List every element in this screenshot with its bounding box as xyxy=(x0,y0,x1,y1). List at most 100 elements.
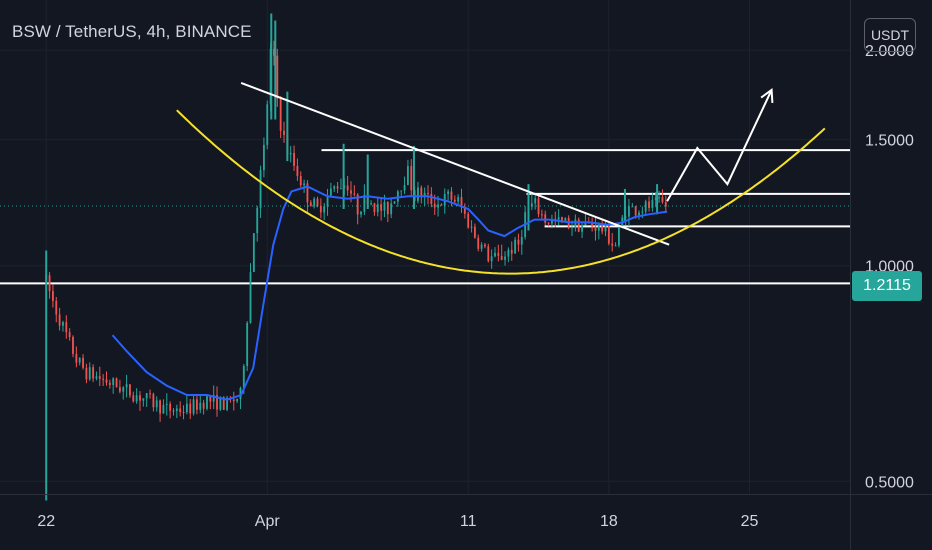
candle-body xyxy=(406,166,409,186)
moving-average xyxy=(111,185,668,401)
candle-body xyxy=(78,357,81,363)
candle-body xyxy=(557,217,560,220)
candle-body xyxy=(571,227,573,229)
chart-title: BSW / TetherUS, 4h, BINANCE xyxy=(12,22,252,41)
candle-body xyxy=(477,237,480,249)
candle-body xyxy=(319,205,322,213)
candle-body xyxy=(316,198,319,206)
candle-body xyxy=(383,201,386,211)
candle-body xyxy=(520,236,523,245)
cup-curve xyxy=(176,109,826,275)
candle-body xyxy=(440,204,443,206)
candle-body xyxy=(296,165,299,176)
candle-body xyxy=(169,403,172,411)
x-tick-label: 22 xyxy=(37,513,55,530)
candle-body xyxy=(370,203,373,205)
candle-body xyxy=(363,194,366,212)
descending-trendline xyxy=(240,81,670,246)
candle-body xyxy=(306,183,309,203)
candle-body xyxy=(283,130,285,135)
candle-body xyxy=(232,399,235,402)
candle-body xyxy=(631,206,634,208)
currency-unit-button[interactable]: USDT xyxy=(864,18,916,52)
candle-body xyxy=(152,394,155,408)
candle-body xyxy=(356,194,359,215)
candle-body xyxy=(591,223,594,227)
candle-body xyxy=(299,175,302,186)
candle-body xyxy=(510,249,513,254)
candle-body xyxy=(574,219,577,228)
candle-body xyxy=(192,399,195,414)
candle-body xyxy=(249,272,252,323)
candle-body xyxy=(611,243,614,246)
candle-body xyxy=(92,367,95,379)
candle-body xyxy=(634,206,637,216)
candle-body xyxy=(346,185,349,191)
candle-body xyxy=(172,410,175,412)
candle-body xyxy=(226,397,228,410)
candle-body xyxy=(617,227,620,246)
candle-body xyxy=(75,353,78,363)
candle-body xyxy=(644,201,647,212)
candle-body xyxy=(82,357,84,368)
candle-body xyxy=(350,190,352,194)
candle-body xyxy=(470,226,473,228)
candle-body xyxy=(540,214,543,216)
candle-body xyxy=(129,384,131,396)
candle-body xyxy=(199,402,202,410)
candle-body xyxy=(202,402,205,409)
x-tick-label: 11 xyxy=(460,513,477,530)
candle-body xyxy=(490,256,493,262)
moving-average-line xyxy=(111,185,668,401)
candle-body xyxy=(98,376,101,379)
candle-body xyxy=(607,224,610,244)
candle-body xyxy=(654,197,657,200)
candle-body xyxy=(95,376,98,379)
candle-body xyxy=(165,403,168,405)
x-tick-label: 18 xyxy=(600,513,618,530)
candle-body xyxy=(293,152,295,166)
candle-body xyxy=(433,203,436,208)
candle-body xyxy=(380,204,383,211)
candle-body xyxy=(547,222,550,224)
candle-body xyxy=(581,225,583,232)
candle-body xyxy=(115,378,118,388)
x-tick-label: 25 xyxy=(741,513,759,530)
candle-body xyxy=(437,204,439,208)
candle-body xyxy=(376,204,379,212)
projection-arrow-head xyxy=(760,88,774,103)
candle-body xyxy=(500,255,503,260)
candle-body xyxy=(185,403,188,413)
candle-body xyxy=(329,188,332,196)
candle-body xyxy=(561,217,563,221)
candle-body xyxy=(179,408,182,413)
candle-body xyxy=(125,384,128,388)
candle-body xyxy=(517,239,520,245)
candle-body xyxy=(484,244,486,247)
candle-body xyxy=(55,300,58,315)
candle-body xyxy=(323,206,326,213)
candle-body xyxy=(537,198,540,215)
candle-body xyxy=(122,387,125,392)
candle-body xyxy=(252,233,255,273)
candle-body xyxy=(336,186,339,189)
projection-path xyxy=(666,89,773,202)
candle-body xyxy=(514,239,517,254)
candle-body xyxy=(564,217,567,221)
candle-body xyxy=(494,252,496,257)
candle-body xyxy=(534,198,537,204)
candle-body xyxy=(396,191,399,202)
candle-body xyxy=(236,398,239,402)
candle-body xyxy=(463,207,466,214)
candle-body xyxy=(289,152,292,155)
candle-body xyxy=(390,203,393,215)
candle-body xyxy=(480,244,483,249)
candle-body xyxy=(189,403,192,414)
candle-body xyxy=(309,202,312,207)
candle-body xyxy=(554,218,557,220)
horizontal-levels xyxy=(0,149,850,285)
candle-body xyxy=(196,399,198,410)
candle-body xyxy=(360,211,362,215)
